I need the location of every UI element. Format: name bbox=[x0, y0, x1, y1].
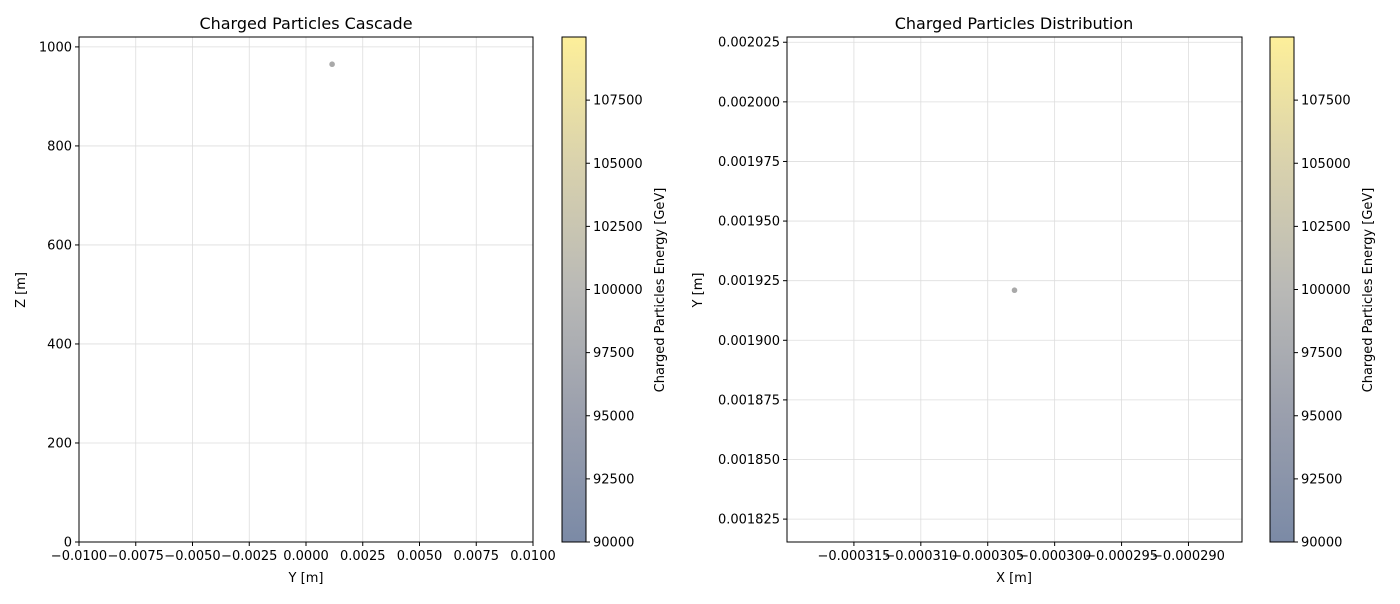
x-tick-label: 0.0050 bbox=[397, 549, 443, 564]
colorbar-ticks: 90000 92500 95000 97500 100000 102500 105000 10… bbox=[1294, 94, 1351, 551]
data-point bbox=[329, 61, 335, 68]
y-tick-label: 0.001900 bbox=[718, 334, 780, 349]
points bbox=[329, 61, 335, 68]
y-axis-ticks: 0 200 400 600 800 1000 bbox=[39, 40, 79, 551]
x-tick-label: 0.0025 bbox=[340, 549, 386, 564]
colorbar-tick-label: 100000 bbox=[593, 283, 643, 298]
x-axis-label: Y [m] bbox=[288, 571, 324, 586]
colorbar-tick-label: 105000 bbox=[1301, 157, 1351, 172]
y-axis-label: Y [m] bbox=[691, 273, 706, 309]
y-tick-label: 0.001825 bbox=[718, 513, 780, 528]
colorbar-tick-label: 90000 bbox=[593, 536, 634, 551]
x-tick-label: −0.0100 bbox=[51, 549, 107, 564]
y-tick-label: 0.002025 bbox=[718, 36, 780, 51]
cascade-panel: Charged Particles Cascade −0.0100 −0.0075… bbox=[14, 14, 668, 586]
x-tick-label: −0.0075 bbox=[108, 549, 164, 564]
grid bbox=[787, 37, 1242, 542]
y-axis-label: Z [m] bbox=[14, 272, 29, 308]
x-tick-label: −0.000300 bbox=[1018, 549, 1091, 564]
colorbar-tick-label: 107500 bbox=[1301, 94, 1351, 109]
data-point bbox=[1011, 287, 1018, 294]
x-axis-label: X [m] bbox=[996, 571, 1032, 586]
y-axis-ticks: 0.001825 0.001850 0.001875 0.001900 0.001925… bbox=[718, 36, 787, 528]
colorbar-tick-label: 92500 bbox=[593, 472, 634, 487]
x-tick-label: −0.000295 bbox=[1085, 549, 1158, 564]
x-tick-label: −0.000290 bbox=[1152, 549, 1225, 564]
y-tick-label: 0 bbox=[64, 536, 72, 551]
x-tick-label: −0.000310 bbox=[884, 549, 957, 564]
y-tick-label: 0.001975 bbox=[718, 155, 780, 170]
colorbar-tick-label: 95000 bbox=[1301, 409, 1342, 424]
colorbar-label: Charged Particles Energy [GeV] bbox=[1361, 188, 1376, 393]
x-tick-label: −0.0025 bbox=[221, 549, 277, 564]
x-tick-label: −0.0050 bbox=[164, 549, 220, 564]
colorbar-tick-label: 107500 bbox=[593, 94, 643, 109]
colorbar-tick-label: 105000 bbox=[593, 157, 643, 172]
colorbar-tick-label: 90000 bbox=[1301, 536, 1342, 551]
colorbar-tick-label: 102500 bbox=[1301, 220, 1351, 235]
x-tick-label: 0.0075 bbox=[454, 549, 500, 564]
y-tick-label: 200 bbox=[47, 436, 72, 451]
colorbar bbox=[561, 36, 587, 543]
x-tick-label: 0.0000 bbox=[283, 549, 329, 564]
y-tick-label: 800 bbox=[47, 139, 72, 154]
x-axis-ticks: −0.000315−0.000310−0.000305−0.000300−0.0… bbox=[817, 542, 1225, 564]
y-tick-label: 0.001950 bbox=[718, 215, 780, 230]
colorbar-tick-label: 95000 bbox=[593, 409, 634, 424]
points bbox=[1011, 287, 1018, 294]
x-tick-label: 0.0100 bbox=[510, 549, 556, 564]
plot-frame bbox=[786, 36, 1243, 543]
x-axis-ticks: −0.0100 −0.0075 −0.0050 −0.0025 0.0000 0.0025… bbox=[51, 542, 556, 564]
colorbar-tick-label: 97500 bbox=[1301, 346, 1342, 361]
y-tick-label: 0.001850 bbox=[718, 453, 780, 468]
colorbar-tick-label: 92500 bbox=[1301, 472, 1342, 487]
colorbar-label: Charged Particles Energy [GeV] bbox=[653, 188, 668, 393]
y-tick-label: 0.001925 bbox=[718, 274, 780, 289]
grid bbox=[78, 37, 534, 543]
x-tick-label: −0.000315 bbox=[817, 549, 890, 564]
colorbar-ticks: 90000 92500 95000 97500 100000 102500 105000 10… bbox=[586, 94, 643, 551]
colorbar bbox=[1269, 36, 1295, 543]
chart-title: Charged Particles Cascade bbox=[199, 14, 412, 33]
y-tick-label: 0.001875 bbox=[718, 393, 780, 408]
y-tick-label: 600 bbox=[47, 238, 72, 253]
colorbar-tick-label: 100000 bbox=[1301, 283, 1351, 298]
colorbar-tick-label: 102500 bbox=[593, 220, 643, 235]
y-tick-label: 0.002000 bbox=[718, 95, 780, 110]
y-tick-label: 1000 bbox=[39, 40, 72, 55]
y-tick-label: 400 bbox=[47, 337, 72, 352]
distribution-panel: Charged Particles Distribution −0.000315… bbox=[691, 14, 1376, 586]
colorbar-tick-label: 97500 bbox=[593, 346, 634, 361]
x-tick-label: −0.000305 bbox=[951, 549, 1024, 564]
chart-title: Charged Particles Distribution bbox=[895, 14, 1134, 33]
